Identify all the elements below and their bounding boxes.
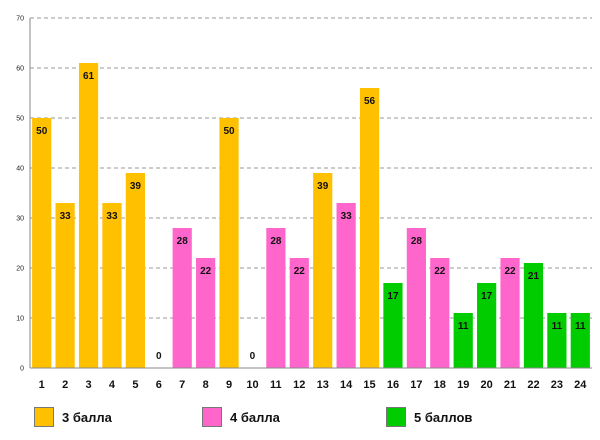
data-label: 22 [504, 266, 516, 277]
data-label: 11 [575, 321, 586, 332]
x-tick-label: 6 [156, 379, 162, 391]
y-tick-label: 30 [16, 216, 24, 223]
x-tick-label: 17 [410, 379, 422, 391]
data-label: 17 [481, 291, 493, 302]
y-tick-label: 0 [20, 366, 24, 373]
x-tick-label: 11 [270, 379, 282, 391]
x-tick-label: 22 [527, 379, 539, 391]
x-tick-label: 7 [179, 379, 185, 391]
data-label: 33 [60, 211, 72, 222]
bars [32, 63, 590, 368]
data-label: 28 [270, 236, 282, 247]
bar [172, 228, 192, 368]
data-label: 22 [200, 266, 212, 277]
legend-label-3: 3 балла [62, 409, 112, 425]
bar [453, 313, 473, 368]
bar [523, 263, 544, 368]
bar [55, 203, 75, 368]
bar [313, 173, 333, 368]
x-tick-label: 23 [551, 379, 563, 391]
gridlines [30, 17, 592, 319]
x-tick-label: 24 [574, 379, 587, 391]
x-axis-ticks: 1 2 3 4 5 6 7 8 9 10 11 12 13 14 15 16 17 18 19 20 21 22 23 24 [39, 379, 588, 391]
bar [383, 283, 403, 368]
data-label: 21 [528, 271, 540, 282]
y-tick-label: 40 [16, 166, 24, 173]
legend-item-5: 5 баллов [386, 405, 472, 429]
bar [570, 313, 590, 368]
x-tick-label: 8 [203, 379, 209, 391]
x-tick-label: 4 [109, 379, 116, 391]
data-label: 28 [177, 236, 189, 247]
data-label: 0 [156, 351, 162, 362]
bar [219, 118, 239, 368]
bar [289, 258, 309, 368]
bar [477, 283, 497, 368]
x-tick-label: 9 [226, 379, 232, 391]
bar [78, 63, 99, 368]
bar [125, 173, 145, 368]
legend-item-4: 4 балла [202, 405, 280, 429]
bar [500, 258, 520, 368]
bar [430, 258, 450, 368]
data-label: 33 [341, 211, 353, 222]
data-labels: 50 33 61 33 39 0 28 22 50 0 28 22 39 33 56 17 28 22 11 17 22… [36, 71, 586, 362]
bar [406, 228, 426, 368]
x-tick-label: 15 [363, 379, 375, 391]
y-axis-ticks: 0 10 20 30 40 50 60 70 [16, 16, 24, 373]
x-tick-label: 14 [340, 379, 353, 391]
bar [102, 203, 122, 368]
data-label: 39 [317, 181, 329, 192]
x-tick-label: 1 [39, 379, 45, 391]
bar [32, 118, 52, 368]
y-tick-label: 60 [16, 66, 24, 73]
bar [359, 88, 380, 368]
x-tick-label: 12 [293, 379, 305, 391]
data-label: 56 [364, 96, 376, 107]
y-tick-label: 20 [16, 266, 24, 273]
legend-item-3: 3 балла [34, 405, 112, 429]
y-tick-label: 50 [16, 116, 24, 123]
bar [266, 228, 286, 368]
x-tick-label: 21 [504, 379, 516, 391]
legend-label-4: 4 балла [230, 409, 280, 425]
y-tick-label: 10 [16, 316, 24, 323]
data-label: 17 [387, 291, 399, 302]
data-label: 11 [458, 321, 469, 332]
data-label: 33 [106, 211, 118, 222]
legend-label-5: 5 баллов [414, 409, 473, 425]
y-tick-label: 70 [16, 16, 24, 23]
data-label: 50 [223, 126, 235, 137]
x-tick-label: 19 [457, 379, 469, 391]
x-tick-label: 16 [387, 379, 399, 391]
x-tick-label: 5 [132, 379, 138, 391]
data-label: 50 [36, 126, 48, 137]
data-label: 22 [434, 266, 446, 277]
bar [547, 313, 567, 368]
data-label: 0 [250, 351, 256, 362]
bar [196, 258, 216, 368]
x-tick-label: 10 [246, 379, 258, 391]
x-tick-label: 13 [317, 379, 329, 391]
legend-swatch-3 [34, 407, 54, 427]
data-label: 28 [411, 236, 423, 247]
legend-swatch-4 [202, 407, 222, 427]
x-tick-label: 3 [85, 379, 91, 391]
bar [336, 203, 356, 368]
legend-swatch-5 [386, 407, 406, 427]
x-tick-label: 18 [434, 379, 446, 391]
x-tick-label: 20 [481, 379, 493, 391]
data-label: 11 [552, 321, 563, 332]
data-label: 39 [130, 181, 142, 192]
data-label: 61 [83, 71, 95, 82]
x-tick-label: 2 [62, 379, 68, 391]
data-label: 22 [294, 266, 306, 277]
legend: 3 балла 4 балла 5 баллов [0, 400, 600, 434]
